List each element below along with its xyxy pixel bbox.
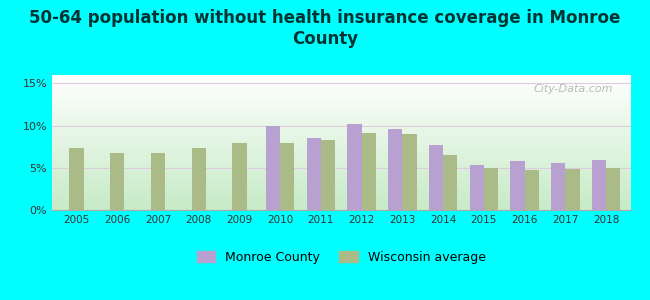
Bar (551, 163, 566, 210)
Text: City-Data.com: City-Data.com (534, 84, 613, 94)
Bar (307, 138, 321, 210)
Text: 50-64 population without health insurance coverage in Monroe
County: 50-64 population without health insuranc… (29, 9, 621, 48)
Bar (402, 134, 417, 210)
Bar (429, 145, 443, 210)
Bar (606, 168, 620, 210)
Bar (266, 127, 280, 210)
Bar (192, 148, 206, 210)
Bar (525, 170, 539, 210)
Bar (70, 148, 84, 210)
Bar (510, 161, 525, 210)
Bar (484, 168, 498, 210)
Bar (566, 169, 580, 210)
Bar (361, 133, 376, 210)
Legend: Monroe County, Wisconsin average: Monroe County, Wisconsin average (192, 245, 491, 268)
Bar (469, 165, 484, 210)
Bar (232, 143, 246, 210)
Bar (347, 124, 361, 210)
Bar (388, 129, 402, 210)
Bar (321, 140, 335, 210)
Bar (443, 155, 458, 210)
Bar (110, 153, 124, 210)
Bar (280, 142, 294, 210)
Bar (592, 160, 606, 210)
Bar (151, 153, 165, 210)
